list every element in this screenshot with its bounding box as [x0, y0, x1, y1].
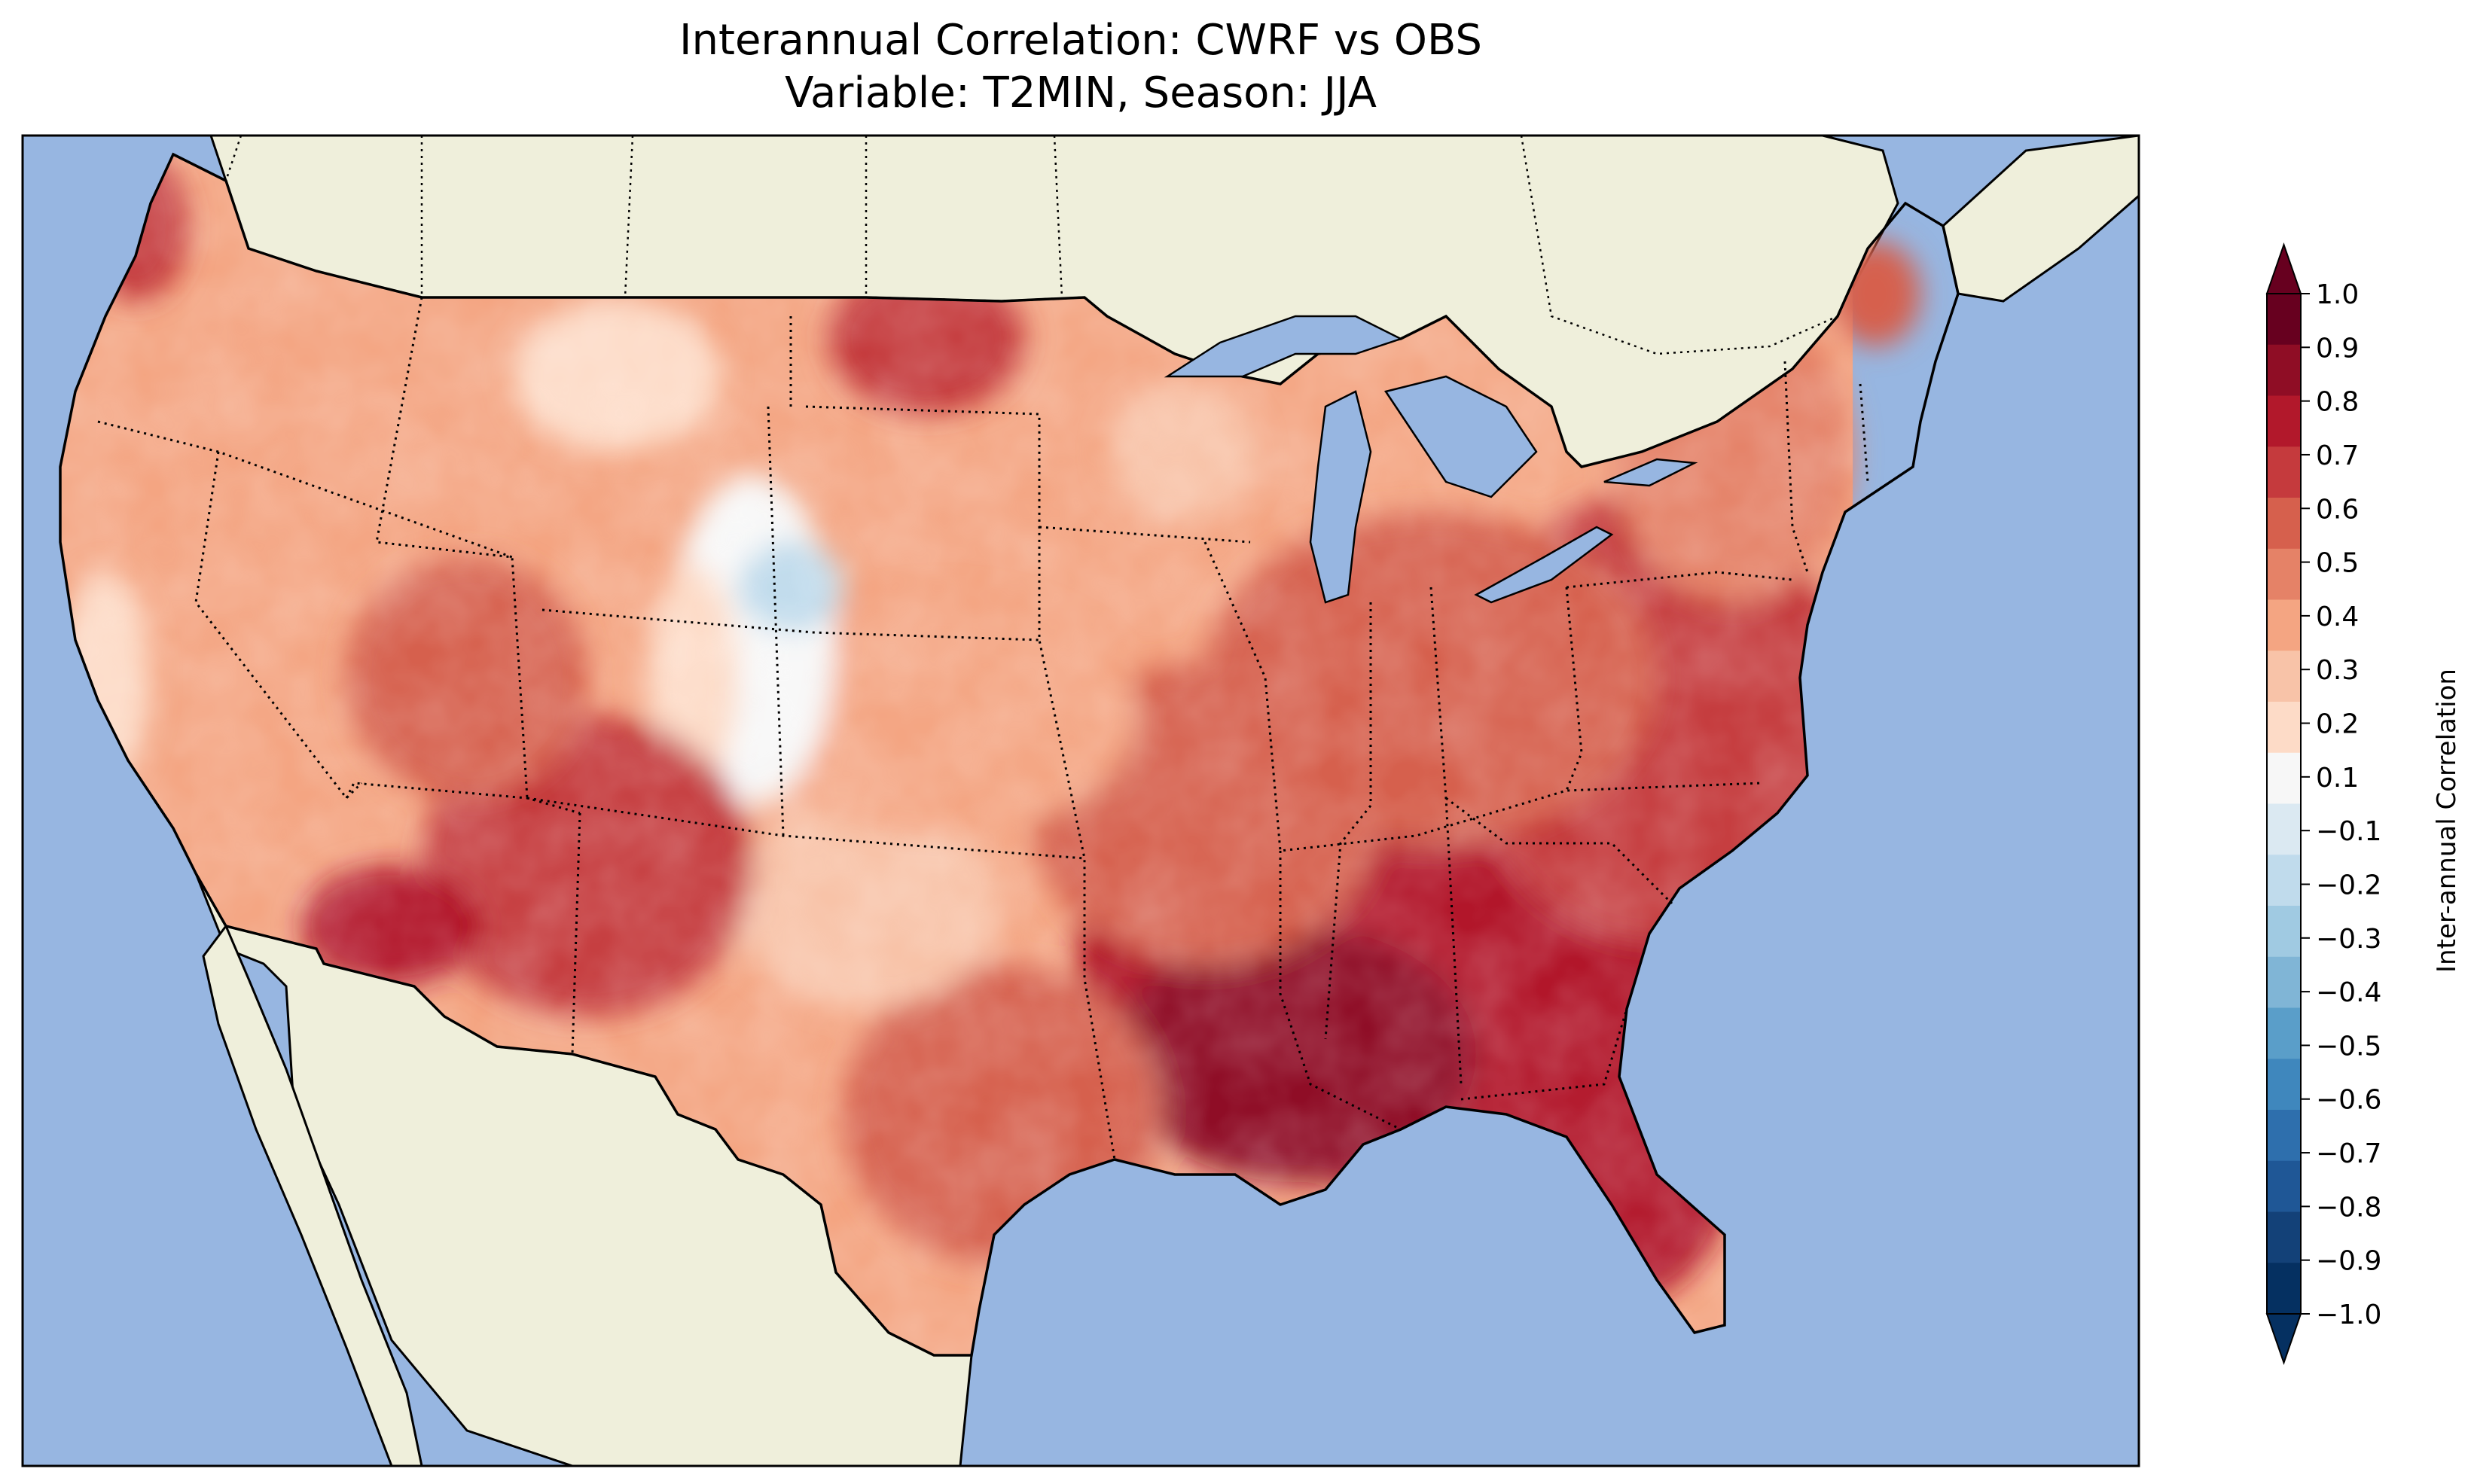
colorbar-tick-label: −0.2 — [2316, 870, 2381, 900]
colorbar-segment — [2267, 752, 2301, 804]
colorbar-tick-label: 0.9 — [2316, 333, 2359, 364]
colorbar-tick-label: −0.3 — [2316, 924, 2381, 955]
lake-superior — [1164, 315, 1404, 378]
colorbar-tick-label: 0.7 — [2316, 440, 2359, 471]
colorbar-tick-label: −0.8 — [2316, 1192, 2381, 1223]
colorbar-tick-label: −0.4 — [2316, 977, 2381, 1008]
colorbar-tick-label: −0.1 — [2316, 816, 2381, 847]
colorbar-segment — [2267, 702, 2301, 754]
land-maritimes — [1942, 136, 2139, 303]
colorbar-segment — [2267, 498, 2301, 550]
chart-title-line-2: Variable: T2MIN, Season: JJA — [785, 69, 1377, 117]
colorbar-tick-label: 0.5 — [2316, 548, 2359, 579]
state-borders — [97, 297, 1869, 1160]
colorbar-segment — [2267, 446, 2301, 498]
colorbar-tick-label: −0.6 — [2316, 1085, 2381, 1116]
colorbar-segment — [2267, 1007, 2301, 1059]
colorbar-tick-label: −0.7 — [2316, 1138, 2381, 1169]
colorbar-tick-label: 0.6 — [2316, 494, 2359, 525]
colorbar-segments — [2265, 242, 2302, 1366]
lake-ontario — [1603, 458, 1698, 487]
great-lakes — [1164, 315, 1698, 604]
canada-province-borders — [224, 136, 1838, 355]
colorbar-tick-label: −0.9 — [2316, 1246, 2381, 1277]
colorbar-segment — [2267, 1059, 2301, 1111]
lake-erie — [1474, 526, 1614, 604]
land-baja — [202, 924, 423, 1466]
colorbar-segment — [2267, 906, 2301, 958]
colorbar-segment — [2267, 294, 2301, 346]
lake-michigan — [1309, 390, 1372, 604]
chart-title-line-1: Interannual Correlation: CWRF vs OBS — [679, 16, 1482, 65]
colorbar-tick-label: 0.1 — [2316, 763, 2359, 794]
colorbar-ticks: 1.0 0.9 0.8 0.7 0.6 0.5 0.4 0.3 0.2 0.1 −0.1 −0.2 −0… — [2301, 279, 2381, 1330]
colorbar-tick-label: −1.0 — [2316, 1300, 2381, 1330]
us-canada-border — [224, 180, 1085, 303]
colorbar-segment — [2267, 344, 2301, 396]
colorbar-tick-label: 0.4 — [2316, 602, 2359, 632]
colorbar-segment — [2267, 395, 2301, 447]
colorbar-segment — [2267, 1110, 2301, 1162]
colorbar-segment — [2267, 651, 2301, 702]
colorbar-segment — [2267, 599, 2301, 651]
colorbar-segment — [2267, 803, 2301, 855]
map-frame — [21, 134, 2140, 1467]
colorbar-extend-min — [2265, 1313, 2302, 1366]
colorbar-segment — [2267, 1211, 2301, 1263]
colorbar-tick-label: −0.5 — [2316, 1031, 2381, 1062]
colorbar-tick-label: 0.8 — [2316, 387, 2359, 418]
colorbar-tick-label: 0.3 — [2316, 655, 2359, 686]
colorbar-segment — [2267, 956, 2301, 1008]
colorbar-outline — [2266, 293, 2302, 1315]
colorbar-tick-label: 0.2 — [2316, 709, 2359, 740]
colorbar-segment — [2267, 855, 2301, 907]
colorbar-segment — [2267, 1263, 2301, 1315]
lake-huron — [1383, 375, 1538, 498]
colorbar-segment — [2267, 548, 2301, 600]
colorbar-segment — [2267, 1160, 2301, 1212]
colorbar-extend-max — [2265, 242, 2302, 294]
colorbar-label: Inter-annual Correlation — [2432, 669, 2462, 973]
colorbar-tick-label: 1.0 — [2316, 279, 2359, 310]
